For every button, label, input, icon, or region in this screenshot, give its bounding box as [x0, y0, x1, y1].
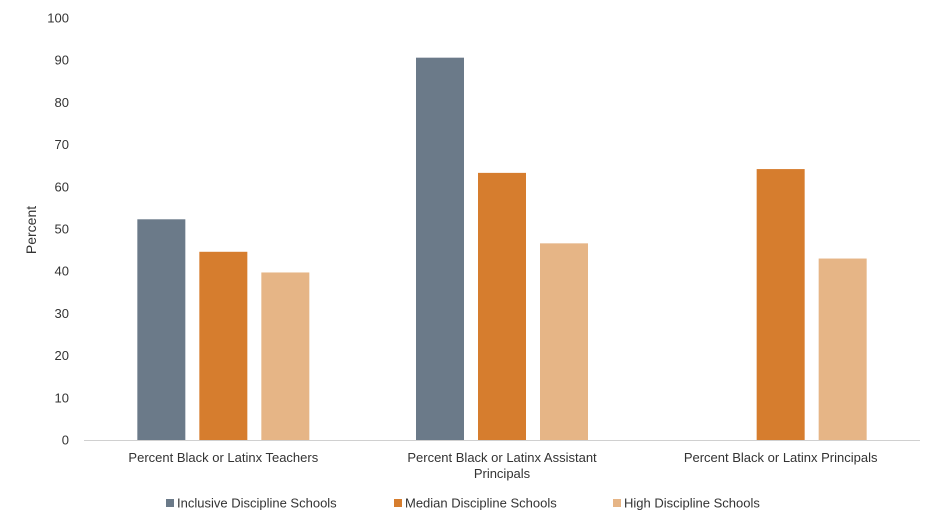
x-category-label: Percent Black or Latinx Assistant — [407, 450, 597, 465]
y-tick-label: 80 — [55, 95, 69, 110]
bar-high-discipline-schools-1 — [540, 243, 588, 440]
y-axis: 0 10 20 30 40 50 60 70 80 90 100 — [47, 11, 920, 448]
y-axis-label: Percent — [23, 206, 39, 254]
y-tick-label: 10 — [55, 390, 69, 405]
x-category-label: Principals — [474, 466, 531, 481]
y-tick-label: 70 — [55, 137, 69, 152]
x-category-label: Percent Black or Latinx Principals — [684, 450, 878, 465]
x-category-label: Percent Black or Latinx Teachers — [128, 450, 318, 465]
bar-inclusive-discipline-schools-0 — [137, 219, 186, 440]
y-tick-label: 30 — [55, 306, 69, 321]
bar-high-discipline-schools-0 — [261, 272, 310, 440]
legend-label: Median Discipline Schools — [405, 496, 557, 511]
y-tick-label: 50 — [55, 222, 69, 237]
bar-median-discipline-schools-1 — [478, 172, 526, 440]
legend-label: High Discipline Schools — [624, 496, 760, 511]
legend-label: Inclusive Discipline Schools — [177, 496, 337, 511]
bars — [137, 57, 867, 441]
legend-swatch — [166, 499, 174, 507]
bar-median-discipline-schools-0 — [199, 251, 248, 440]
legend-swatch — [613, 499, 621, 507]
bar-inclusive-discipline-schools-1 — [416, 57, 464, 440]
y-tick-label: 40 — [55, 264, 69, 279]
y-tick-label: 0 — [62, 433, 69, 448]
y-tick-label: 100 — [47, 11, 69, 26]
bar-median-discipline-schools-2 — [756, 169, 805, 441]
y-tick-label: 90 — [55, 53, 69, 68]
y-tick-label: 60 — [55, 179, 69, 194]
x-axis: Percent Black or Latinx Teachers Percent … — [128, 450, 878, 481]
legend: Inclusive Discipline Schools Median Disci… — [166, 496, 760, 511]
y-tick-label: 20 — [55, 348, 69, 363]
legend-swatch — [394, 499, 402, 507]
bar-high-discipline-schools-2 — [818, 258, 867, 440]
